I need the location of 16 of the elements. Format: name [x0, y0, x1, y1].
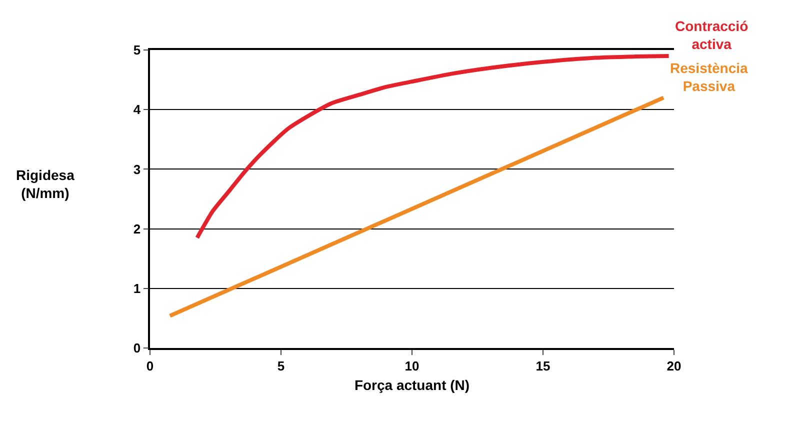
y-tick-label: 1: [133, 280, 141, 296]
y-tick-label: 4: [133, 102, 142, 118]
y-tick-label: 5: [133, 42, 141, 58]
series-label: Resistència Passiva: [670, 60, 748, 94]
y-tick-label: 3: [133, 162, 141, 177]
x-tick-label: 5: [277, 358, 285, 374]
y-tick-label: 2: [133, 221, 141, 236]
x-axis-title: Força actuant (N): [354, 377, 470, 394]
y-tick-label: 0: [133, 340, 141, 356]
x-tick-label: 20: [666, 358, 682, 374]
x-tick-label: 15: [536, 358, 550, 374]
y-axis-title: Rigidesa (N/mm): [16, 167, 75, 202]
series-label: Contracció activa: [675, 18, 748, 52]
line-series: [195, 54, 671, 240]
x-tick-label: 0: [146, 358, 154, 374]
x-tick-label: 10: [404, 358, 420, 374]
